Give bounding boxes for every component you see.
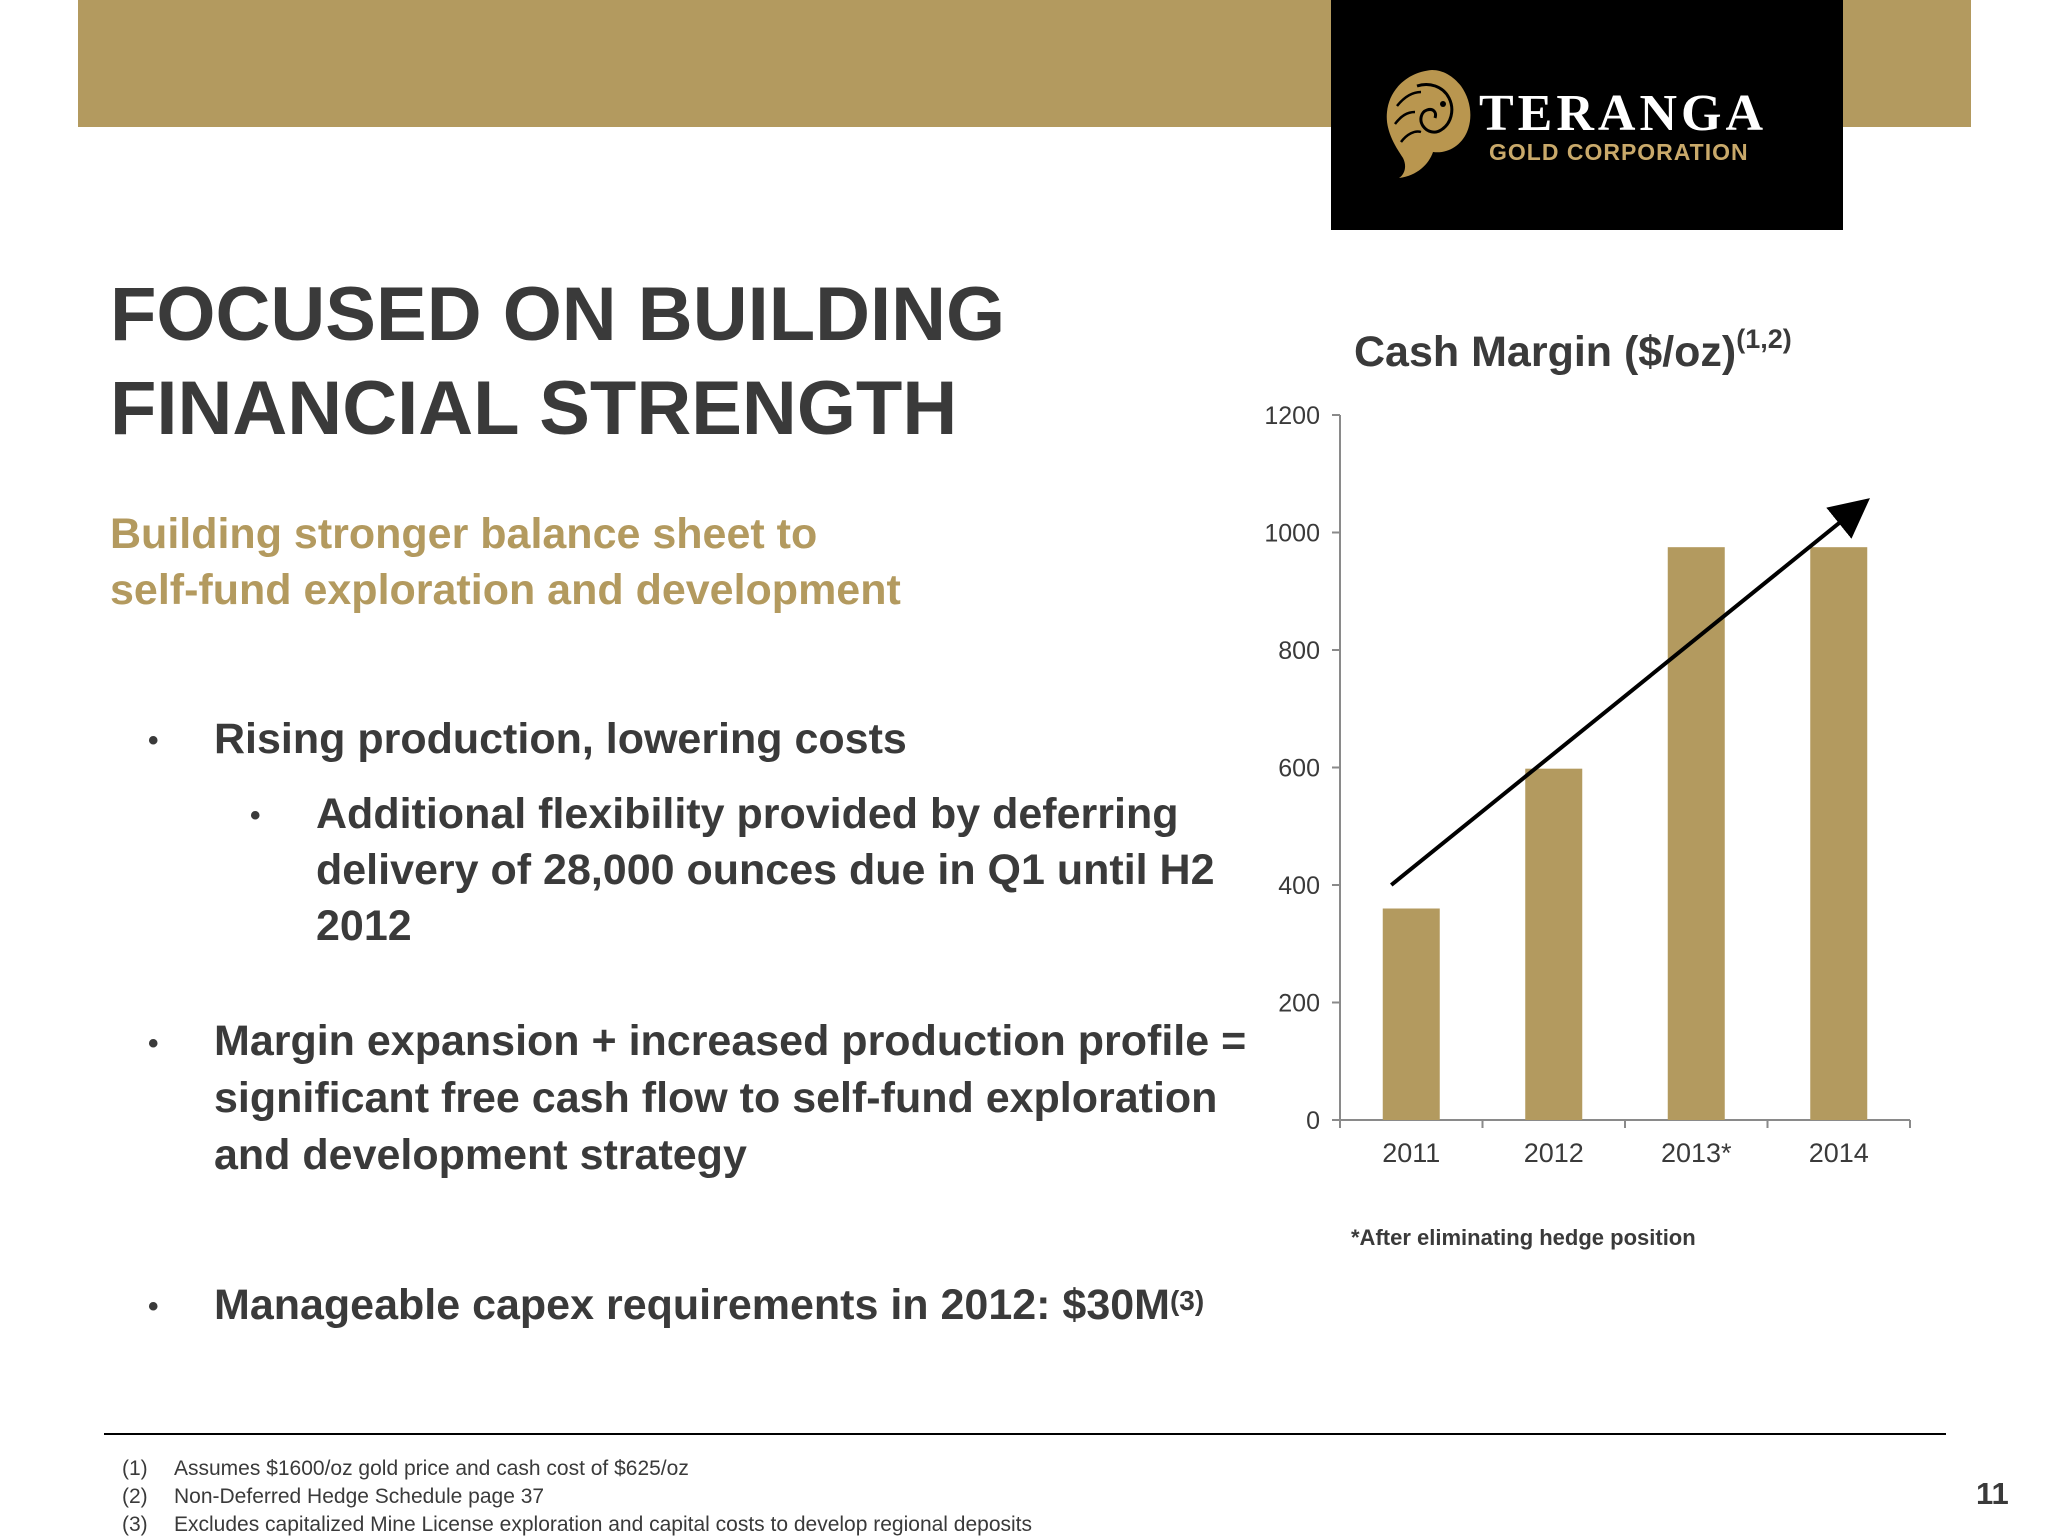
chart-title-text: Cash Margin ($/oz): [1354, 328, 1737, 376]
bullet-text: Rising production, lowering costs: [214, 715, 907, 763]
trend-arrow: [1389, 498, 1870, 887]
y-tick-label: 400: [1278, 872, 1320, 900]
footnote-3: (3) Excludes capitalized Mine License exp…: [122, 1511, 1032, 1539]
bullet-dot: •: [148, 1290, 159, 1323]
subtitle-line-2: self-fund exploration and development: [110, 566, 901, 614]
y-tick-label: 200: [1278, 990, 1320, 1018]
bullet-margin-expansion: • Margin expansion + increased productio…: [148, 1013, 1294, 1184]
x-tick-label: 2014: [1809, 1138, 1869, 1168]
logo-subtitle: GOLD CORPORATION: [1489, 139, 1749, 165]
footnotes: (1) Assumes $1600/oz gold price and cash …: [122, 1455, 1032, 1539]
x-tick-label: 2011: [1382, 1138, 1440, 1168]
bullet-dot: •: [148, 1027, 159, 1060]
chart-title-footnote-ref: (1,2): [1736, 324, 1792, 354]
cash-margin-chart: 0 200 400 600 800 1000 1200 2011 2012 2013* 2014: [1264, 402, 1911, 1168]
bar-2012: [1525, 768, 1583, 1120]
footnote-number: (1): [122, 1457, 148, 1480]
x-tick-label: 2012: [1524, 1138, 1584, 1168]
y-tick-label: 1000: [1264, 520, 1320, 548]
footer-rule: [104, 1433, 1946, 1435]
bullet-text: Margin expansion + increased production …: [214, 1017, 1247, 1179]
bar-2013: [1667, 547, 1725, 1120]
page-number: 11: [1976, 1476, 2009, 1511]
x-tick-label: 2013*: [1661, 1138, 1732, 1168]
footnote-text: Excludes capitalized Mine License explor…: [174, 1513, 1033, 1536]
sub-bullet-flexibility: • Additional flexibility provided by def…: [250, 786, 1276, 954]
subtitle-line-1: Building stronger balance sheet to: [110, 510, 818, 558]
footnote-text: Assumes $1600/oz gold price and cash cos…: [174, 1457, 689, 1480]
y-tick-label: 1200: [1264, 402, 1320, 430]
bullet-dot: •: [250, 799, 261, 832]
bar-2011: [1382, 908, 1440, 1120]
chart-title: Cash Margin ($/oz)(1,2): [1354, 324, 1792, 377]
slide-title: FOCUSED ON BUILDING FINANCIAL STRENGTH: [110, 268, 1005, 456]
chart-note: *After eliminating hedge position: [1351, 1225, 1696, 1250]
title-line-1: FOCUSED ON BUILDING: [110, 272, 1006, 357]
bullet-dot: •: [148, 724, 159, 757]
bullet-capex: • Manageable capex requirements in 2012:…: [148, 1277, 1205, 1333]
bar-2014: [1810, 547, 1868, 1120]
footnote-text: Non-Deferred Hedge Schedule page 37: [174, 1485, 545, 1508]
slide-subtitle: Building stronger balance sheet to self-…: [110, 506, 901, 618]
footnote-number: (3): [122, 1513, 148, 1536]
footnote-2: (2) Non-Deferred Hedge Schedule page 37: [122, 1483, 1032, 1511]
logo-name: TERANGA: [1479, 85, 1768, 142]
footnote-ref: (3): [1169, 1285, 1205, 1316]
y-tick-label: 800: [1278, 637, 1320, 665]
y-tick-label: 0: [1306, 1107, 1320, 1135]
company-logo: TERANGA GOLD CORPORATION: [1331, 0, 1843, 230]
y-tick-label: 600: [1278, 755, 1320, 783]
footnote-number: (2): [122, 1485, 148, 1508]
bullet-rising-production: • Rising production, lowering costs: [148, 711, 907, 767]
footnote-1: (1) Assumes $1600/oz gold price and cash …: [122, 1455, 1032, 1483]
bullet-text: Manageable capex requirements in 2012: $…: [214, 1281, 1170, 1329]
bullet-text: Additional flexibility provided by defer…: [316, 790, 1215, 950]
lion-logo-icon: [1386, 70, 1471, 178]
title-line-2: FINANCIAL STRENGTH: [110, 366, 958, 451]
